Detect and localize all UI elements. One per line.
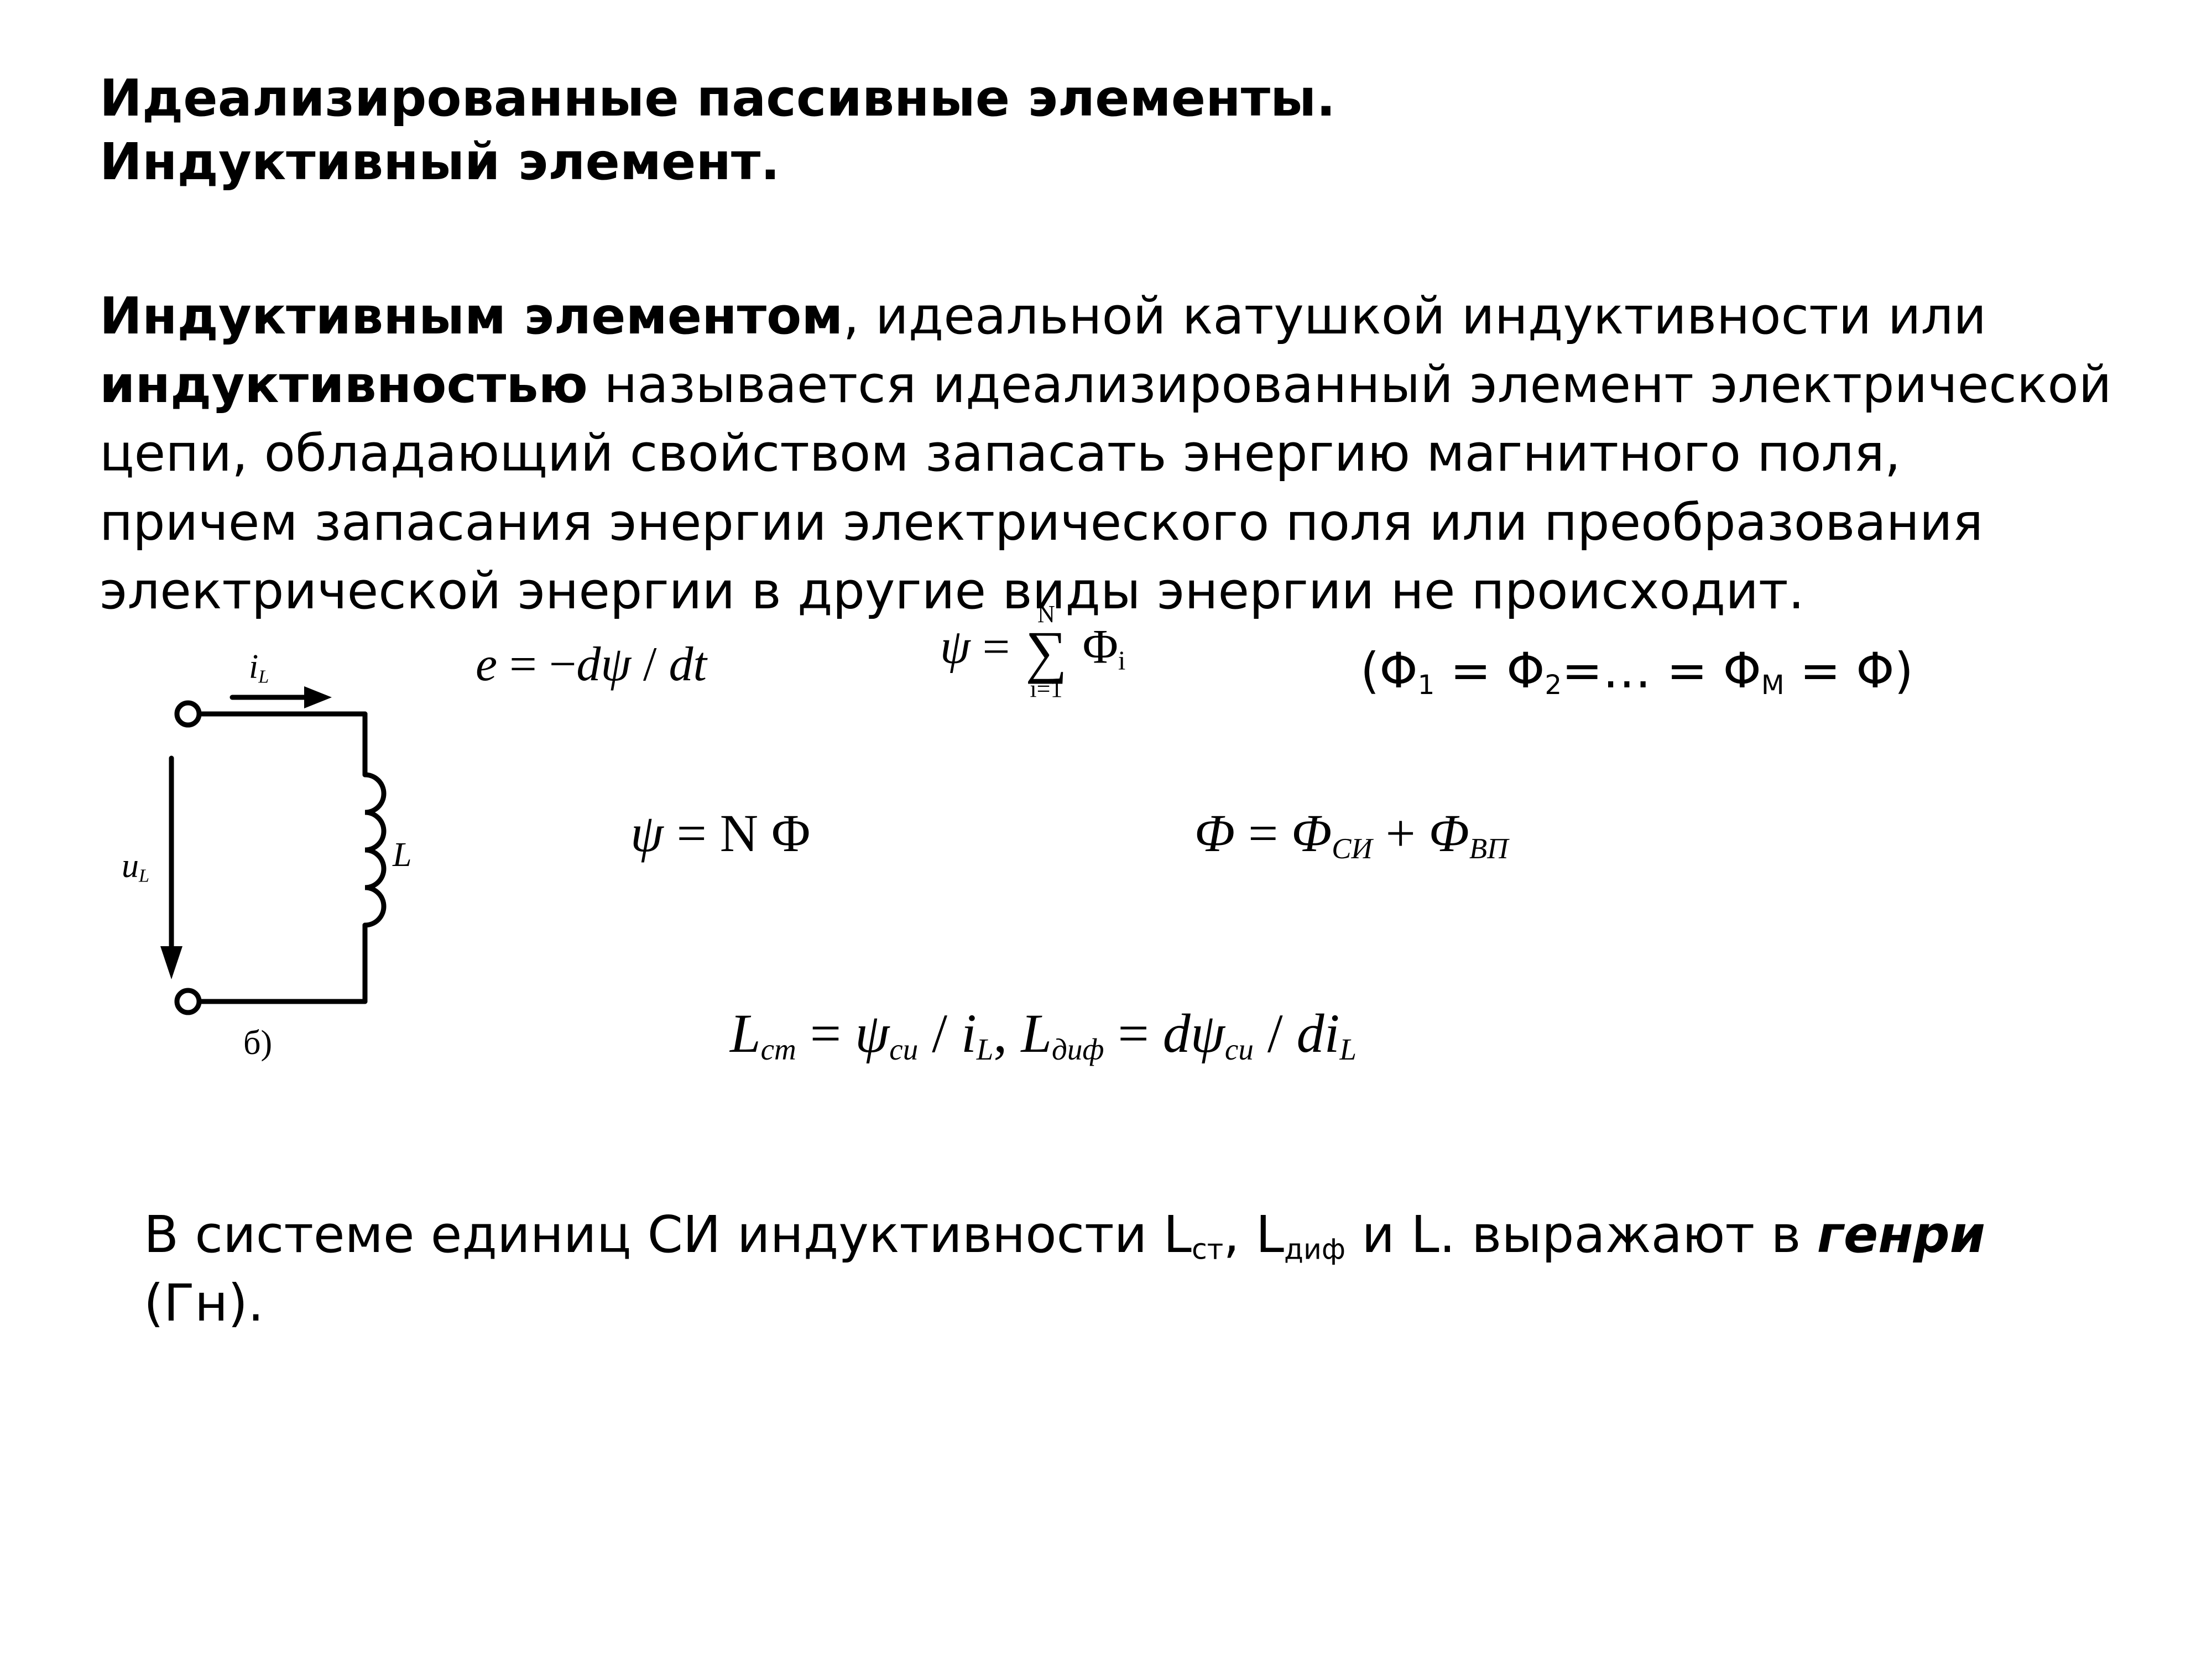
unit-henry: генри bbox=[1817, 1205, 1985, 1264]
circuit-svg bbox=[122, 648, 431, 1090]
current-label: iL bbox=[249, 648, 269, 688]
inductor-circuit-diagram: iL uL L б) bbox=[122, 648, 431, 1090]
inductor-label: L bbox=[393, 836, 411, 875]
eq-emf: e = −dψ / dt bbox=[476, 637, 707, 692]
page-title: Идеализированные пассивные элементы. Инд… bbox=[100, 66, 2112, 194]
title-line1: Идеализированные пассивные элементы. bbox=[100, 69, 1335, 128]
footer-paragraph: В системе единиц СИ индуктивности Lст, L… bbox=[100, 1201, 2112, 1338]
eq-phi-decomposition: Φ = ΦСИ + ΦВП bbox=[1194, 802, 1508, 865]
eq-psi-n-phi: ψ = N Φ bbox=[630, 802, 810, 864]
definition-paragraph: Индуктивным элементом, идеальной катушко… bbox=[100, 282, 2112, 625]
equations-and-circuit: iL uL L б) e = −dψ / dt ψ = N ∑ i=1 Φi bbox=[100, 625, 2112, 1178]
eq-flux-linkage-sum: ψ = N ∑ i=1 Φi bbox=[940, 603, 1125, 700]
term-bold-1: Индуктивным элементом bbox=[100, 286, 843, 346]
summation-symbol: N ∑ i=1 bbox=[1025, 603, 1067, 700]
term-bold-2: индуктивностью bbox=[100, 355, 588, 414]
eq-static-diff-inductance: Lст = ψси / iL, Lдиф = dψси / diL bbox=[730, 1001, 1357, 1067]
voltage-label: uL bbox=[122, 847, 149, 887]
title-line2: Индуктивный элемент. bbox=[100, 132, 780, 191]
figure-label: б) bbox=[243, 1024, 272, 1063]
eq-equal-fluxes: (Φ1 = Φ2=… = ΦM = Φ) bbox=[1360, 642, 1913, 701]
